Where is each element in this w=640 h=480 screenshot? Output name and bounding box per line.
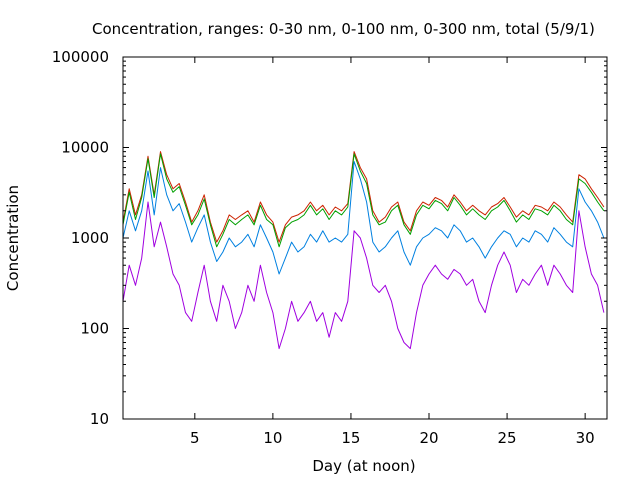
y-tick-label: 10000 (61, 139, 109, 157)
tick-layer: 5 10 15 20 25 30 10 100 1000 10000 100000 (52, 48, 607, 447)
chart-title: Concentration, ranges: 0-30 nm, 0-100 nm… (92, 20, 595, 38)
x-tick-label: 10 (263, 429, 282, 447)
x-tick-label: 25 (498, 429, 517, 447)
x-tick-label: 15 (341, 429, 360, 447)
y-tick-label: 100000 (52, 48, 109, 66)
x-tick-label: 20 (419, 429, 438, 447)
x-tick-label: 5 (190, 429, 200, 447)
plot-area-frame (122, 56, 608, 420)
y-tick-label: 100 (80, 320, 109, 338)
series-layer (122, 151, 605, 350)
x-axis-label: Day (at noon) (312, 457, 415, 475)
y-tick-label: 1000 (71, 229, 109, 247)
series-line-4 (122, 201, 605, 350)
x-tick-label: 30 (576, 429, 595, 447)
y-axis-label: Concentration (4, 185, 22, 291)
series-line-2 (122, 153, 605, 248)
y-tick-label: 10 (90, 410, 109, 428)
series-line-3 (122, 161, 605, 275)
series-line-1 (122, 151, 605, 243)
